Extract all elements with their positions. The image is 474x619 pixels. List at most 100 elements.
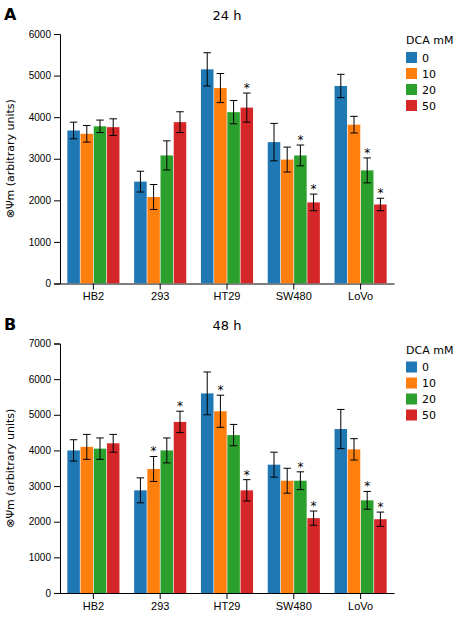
y-tick-label: 0 — [45, 588, 51, 599]
y-tick-mark — [54, 486, 60, 487]
x-tick-label: LoVo — [348, 290, 373, 302]
x-tick: SW480 — [276, 284, 312, 303]
significance-marker: * — [364, 479, 370, 493]
x-tick-mark — [227, 284, 228, 290]
x-tick-label: HB2 — [83, 600, 104, 612]
bar — [174, 122, 187, 283]
legend-label: 0 — [422, 361, 429, 374]
significance-marker: * — [151, 444, 157, 458]
series — [81, 74, 361, 284]
error-bar — [310, 194, 318, 211]
error-bar — [96, 438, 104, 459]
bar — [161, 450, 174, 593]
y-tick-mark — [54, 34, 60, 35]
y-axis-line — [54, 35, 61, 285]
bar — [94, 126, 107, 283]
x-tick-label: SW480 — [276, 290, 312, 302]
y-tick-label: 0 — [45, 278, 51, 289]
bar — [294, 481, 307, 593]
y-tick-mark — [54, 379, 60, 380]
bar — [374, 519, 387, 593]
error-bar — [270, 452, 278, 477]
bar — [361, 500, 374, 593]
y-tick-mark — [54, 522, 60, 523]
x-axis: HB2293HT29SW480LoVo — [61, 593, 395, 612]
x-axis: HB2293HT29SW480LoVo — [61, 284, 395, 303]
x-tick-label: HT29 — [214, 290, 241, 302]
series — [67, 53, 347, 284]
title: 24 h — [213, 8, 242, 23]
legend-item: 10 — [406, 68, 436, 81]
bar — [214, 88, 227, 283]
y-tick: 6000 — [29, 374, 60, 385]
y-tick-label: 1000 — [29, 552, 52, 563]
y-tick-mark — [54, 344, 60, 345]
y-axis-title: ⊗Ψm (arbitrary units) — [4, 99, 17, 218]
significance-marker: * — [311, 182, 317, 196]
legend-label: 50 — [422, 100, 436, 113]
error-bar — [203, 372, 211, 415]
y-tick: 5000 — [29, 409, 60, 420]
y-axis: 0100020003000400050006000 — [29, 29, 61, 290]
panel-label: A — [4, 5, 17, 24]
plot-area — [67, 53, 386, 284]
panel: 0100020003000400050006000HB2293HT29SW480… — [4, 5, 453, 302]
legend-swatch — [406, 68, 417, 79]
legend-swatch — [406, 100, 417, 111]
y-tick: 6000 — [29, 29, 60, 40]
error-bar — [109, 434, 117, 452]
bar — [134, 490, 147, 593]
legend-swatch — [406, 52, 417, 63]
legend-item: 50 — [406, 100, 436, 113]
bar — [335, 429, 348, 593]
bar — [307, 518, 320, 593]
bar — [161, 155, 174, 283]
chart: 0100020003000400050006000HB2293HT29SW480… — [0, 0, 474, 619]
x-tick: LoVo — [348, 593, 373, 612]
significance-marker: * — [297, 133, 303, 147]
x-tick: HT29 — [214, 284, 241, 303]
x-tick-label: HT29 — [214, 600, 241, 612]
error-bar — [243, 480, 251, 501]
legend-swatch — [406, 378, 417, 389]
error-bar — [96, 120, 104, 132]
y-tick: 0 — [45, 278, 60, 289]
significance-marker: * — [217, 383, 223, 397]
x-tick-mark — [360, 593, 361, 599]
significance-marker: * — [244, 81, 250, 95]
x-tick: SW480 — [276, 593, 312, 612]
bar — [268, 465, 281, 593]
y-tick: 1000 — [29, 237, 60, 248]
legend-swatch — [406, 394, 417, 405]
y-tick-label: 3000 — [29, 153, 52, 164]
bar — [201, 69, 214, 283]
y-axis-line — [54, 344, 61, 594]
error-bar — [70, 122, 78, 139]
x-tick-mark — [93, 593, 94, 599]
y-tick-label: 2000 — [29, 516, 52, 527]
bar — [67, 130, 80, 283]
x-tick-mark — [227, 593, 228, 599]
significance-marker: * — [311, 499, 317, 513]
x-tick: HT29 — [214, 593, 241, 612]
y-tick: 3000 — [29, 481, 60, 492]
y-tick-label: 7000 — [29, 338, 52, 349]
x-tick-mark — [160, 284, 161, 290]
y-tick: 7000 — [29, 338, 60, 349]
y-tick-mark — [54, 200, 60, 201]
title: 48 h — [213, 318, 242, 333]
y-tick: 2000 — [29, 516, 60, 527]
error-bar — [137, 478, 145, 503]
y-tick: 1000 — [29, 552, 60, 563]
error-bar — [377, 512, 385, 526]
x-tick-mark — [293, 284, 294, 290]
legend-item: 0 — [406, 361, 429, 374]
error-bar — [297, 145, 305, 166]
x-tick: 293 — [151, 284, 169, 303]
series — [107, 93, 387, 283]
error-bar — [270, 123, 278, 160]
y-tick-label: 5000 — [29, 409, 52, 420]
error-bar — [83, 434, 91, 459]
legend-title: DCA mM — [406, 344, 453, 357]
error-bar — [70, 440, 78, 461]
